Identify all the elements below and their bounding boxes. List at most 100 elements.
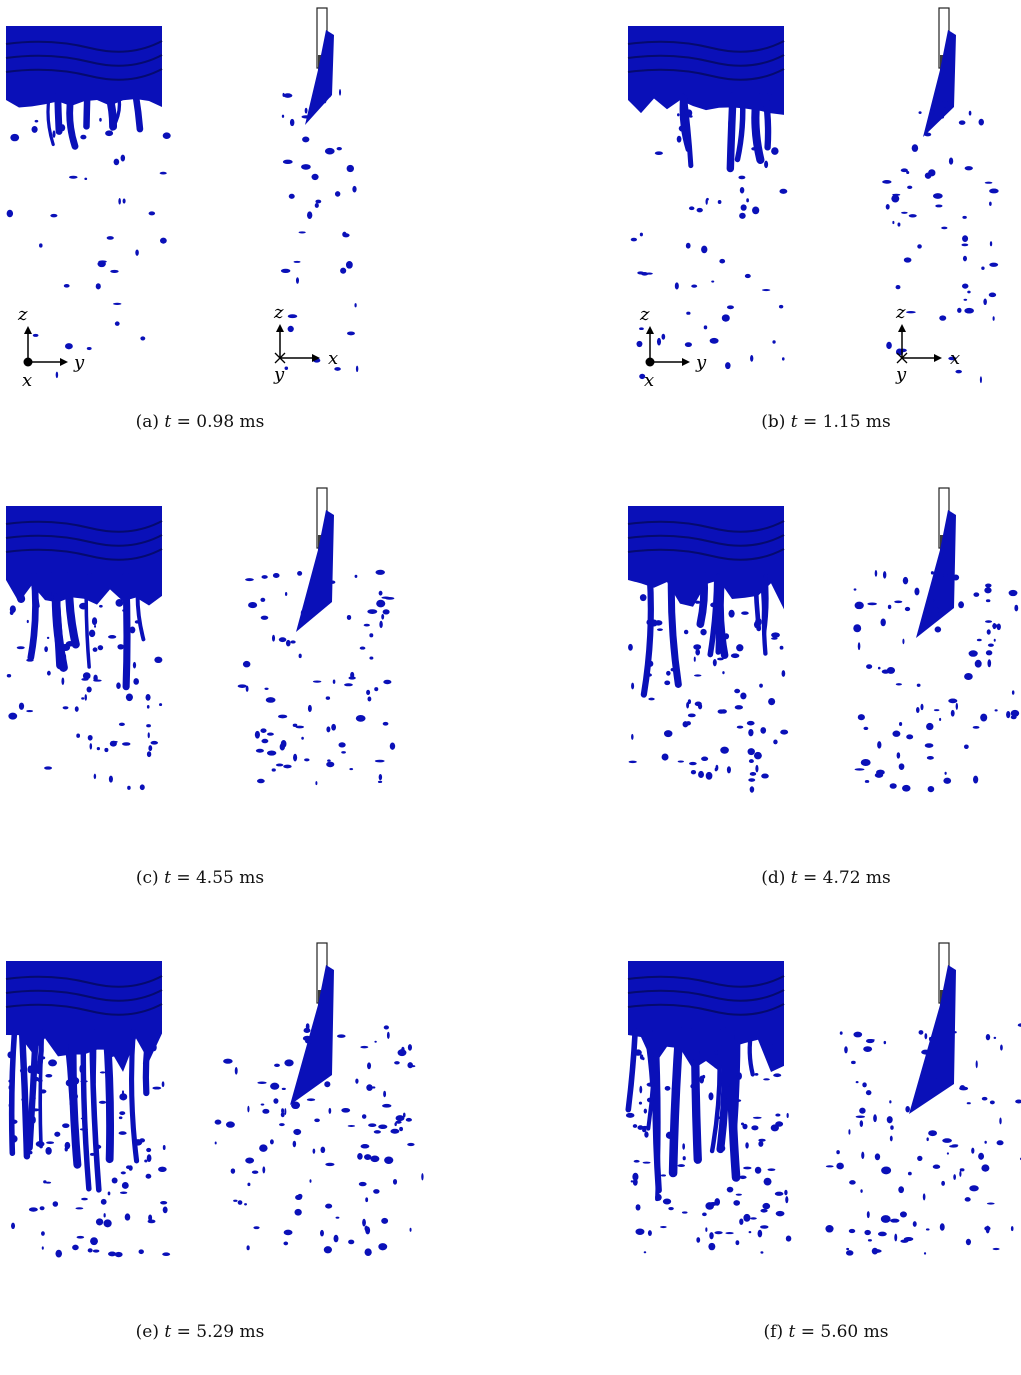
- spray-droplet: [889, 1135, 893, 1142]
- spray-droplet: [864, 779, 870, 783]
- droplet: [118, 1131, 127, 1135]
- droplet: [639, 232, 643, 237]
- droplet: [119, 1111, 126, 1116]
- droplet: [691, 284, 698, 288]
- droplet: [785, 1196, 789, 1204]
- droplet: [110, 269, 119, 273]
- droplet: [740, 204, 747, 211]
- droplet: [64, 1141, 71, 1150]
- spray-droplet: [978, 118, 984, 126]
- arrow-head: [898, 324, 906, 332]
- droplet: [779, 188, 788, 194]
- droplet: [696, 1237, 701, 1243]
- spray-droplet: [323, 1246, 332, 1254]
- spray-droplet: [374, 687, 379, 692]
- droplet: [9, 1119, 18, 1124]
- droplet: [109, 740, 117, 747]
- spray-droplet: [397, 1049, 407, 1057]
- droplet: [76, 733, 81, 738]
- panel-e: [0, 935, 500, 1375]
- spray-droplet: [395, 1115, 405, 1122]
- spray-droplet: [280, 1112, 285, 1118]
- droplet: [763, 1078, 770, 1081]
- droplet: [65, 343, 73, 350]
- droplet: [660, 1174, 667, 1177]
- spray-droplet: [955, 702, 959, 710]
- ligament: [80, 1028, 92, 1192]
- spray-droplet: [290, 640, 296, 644]
- spray-droplet: [923, 1252, 927, 1255]
- spray-droplet: [340, 267, 347, 274]
- droplet: [780, 729, 789, 735]
- droplet: [39, 1089, 47, 1094]
- droplet: [665, 1131, 674, 1139]
- droplet: [108, 1251, 117, 1257]
- spray-droplet: [958, 601, 965, 609]
- droplet: [648, 1055, 655, 1061]
- droplet: [702, 1074, 706, 1079]
- spray-droplet: [303, 1027, 311, 1034]
- droplet: [733, 1200, 741, 1206]
- spray-droplet: [880, 1215, 891, 1223]
- caption-letter: (e): [135, 1322, 159, 1342]
- spray-droplet: [256, 778, 265, 784]
- spray-droplet: [287, 314, 298, 319]
- surface-ripple: [5, 520, 163, 533]
- spray-droplet: [295, 725, 305, 729]
- spray-droplet: [346, 164, 355, 173]
- droplet: [148, 211, 156, 216]
- spray-droplet: [866, 664, 873, 669]
- droplet: [94, 1144, 102, 1150]
- droplet: [48, 1059, 58, 1067]
- spray-droplet: [855, 1115, 866, 1118]
- droplet: [757, 1229, 763, 1238]
- spray-droplet: [357, 1152, 363, 1160]
- spray-droplet: [282, 159, 293, 165]
- droplet: [151, 1043, 157, 1052]
- surface-ripple: [5, 548, 163, 561]
- droplet: [10, 133, 20, 142]
- droplet: [18, 702, 25, 710]
- ligament: [69, 574, 75, 625]
- spray-droplet: [302, 136, 310, 143]
- spray-droplet: [964, 307, 974, 314]
- spray-droplet: [367, 1062, 372, 1070]
- spray-droplet: [331, 723, 336, 731]
- caption-letter: (b): [761, 412, 786, 432]
- spray-droplet: [926, 755, 934, 760]
- spray-droplet: [916, 706, 920, 714]
- spray-droplet: [382, 609, 390, 615]
- droplet: [762, 1044, 766, 1051]
- ligament: [54, 92, 63, 135]
- spray-droplet: [1014, 604, 1019, 612]
- surface-ripple: [627, 989, 785, 1002]
- axis-label-up: z: [273, 302, 284, 323]
- ligament: [8, 1028, 18, 1157]
- spray-droplet: [301, 164, 311, 170]
- droplet: [657, 628, 663, 632]
- ligament: [102, 1027, 115, 1164]
- droplet: [685, 721, 691, 726]
- spray-droplet: [324, 147, 335, 155]
- surface-ripple: [5, 40, 163, 53]
- droplet: [701, 245, 708, 254]
- droplet: [717, 657, 724, 661]
- spray-droplet: [214, 1141, 217, 1145]
- droplet: [162, 132, 171, 140]
- droplet: [81, 678, 89, 681]
- ligament: [716, 1027, 730, 1154]
- droplet: [125, 693, 133, 702]
- spray-droplet: [848, 1129, 851, 1135]
- droplet: [79, 1128, 88, 1131]
- spray-droplet: [950, 709, 955, 717]
- droplet: [685, 109, 693, 117]
- spray-droplet: [844, 1046, 848, 1054]
- droplet: [705, 198, 708, 205]
- droplet: [760, 1208, 768, 1213]
- spray-droplet: [346, 331, 355, 336]
- spray-droplet: [284, 1059, 294, 1067]
- spray-droplet: [307, 704, 312, 713]
- spray-droplet: [930, 607, 940, 615]
- caption-e: (e) t = 5.29 ms: [50, 1322, 350, 1342]
- droplet: [125, 1165, 132, 1169]
